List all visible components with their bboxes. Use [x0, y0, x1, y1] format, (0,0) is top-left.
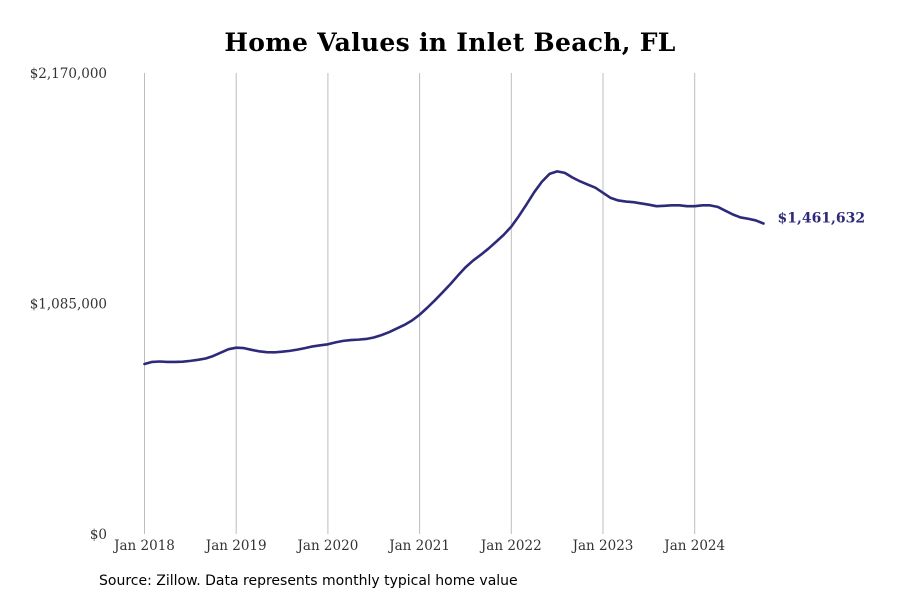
chart-title: Home Values in Inlet Beach, FL [224, 28, 676, 57]
y-tick-label: $0 [90, 527, 107, 543]
series-line [143, 170, 765, 366]
x-tick-label: Jan 2022 [479, 538, 542, 554]
x-tick-label: Jan 2019 [204, 538, 267, 554]
x-tick-label: Jan 2020 [295, 538, 358, 554]
series-group [143, 170, 765, 366]
source-note: Source: Zillow. Data represents monthly … [99, 573, 518, 589]
x-tick-label: Jan 2021 [387, 538, 450, 554]
y-tick-label: $2,170,000 [30, 66, 107, 82]
x-tick-label: Jan 2018 [112, 538, 175, 554]
end-value-label: $1,461,632 [777, 210, 865, 226]
x-axis-ticks: Jan 2018 Jan 2019 Jan 2020 Jan 2021 Jan 2022… [112, 538, 725, 554]
x-tick-label: Jan 2024 [662, 538, 725, 554]
y-tick-label: $1,085,000 [30, 297, 107, 313]
y-axis-ticks: $0 $1,085,000 $2,170,000 [30, 66, 107, 543]
end-label-group: $1,461,632 [777, 210, 865, 226]
x-tick-label: Jan 2023 [571, 538, 634, 554]
gridlines [144, 73, 696, 534]
